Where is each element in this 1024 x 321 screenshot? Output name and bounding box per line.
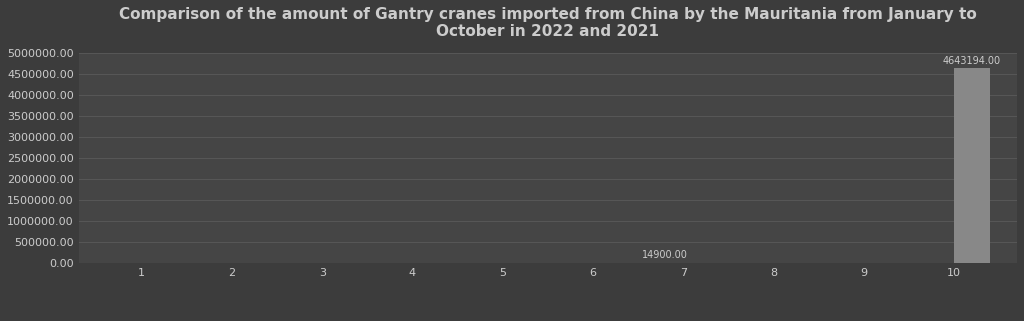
Text: 14900.00: 14900.00 bbox=[642, 250, 688, 260]
Bar bbox=[954, 68, 990, 263]
Text: 4643194.00: 4643194.00 bbox=[943, 56, 1001, 66]
Legend: 2021年, 2022年: 2021年, 2022年 bbox=[489, 318, 606, 321]
Title: Comparison of the amount of Gantry cranes imported from China by the Mauritania : Comparison of the amount of Gantry crane… bbox=[119, 7, 977, 39]
